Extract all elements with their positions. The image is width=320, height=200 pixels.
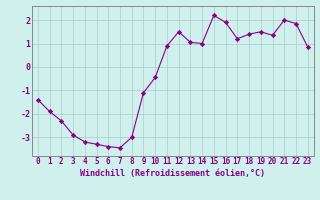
- X-axis label: Windchill (Refroidissement éolien,°C): Windchill (Refroidissement éolien,°C): [80, 169, 265, 178]
